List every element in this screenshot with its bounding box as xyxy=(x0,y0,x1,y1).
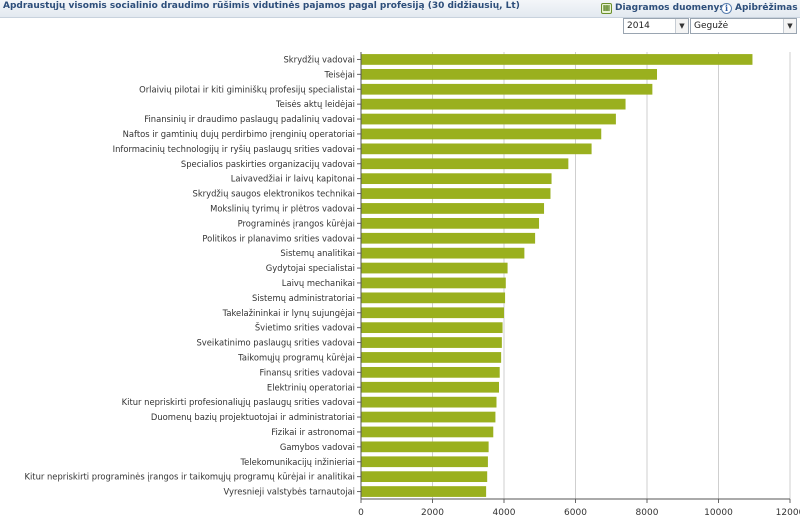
bar xyxy=(361,396,497,408)
chevron-down-icon[interactable]: ▼ xyxy=(783,19,796,33)
page-title: Apdraustųjų visomis socialinio draudimo … xyxy=(3,1,520,11)
category-label: Finansų srities vadovai xyxy=(260,367,355,377)
category-label: Kitur nepriskirti programinės įrangos ir… xyxy=(24,472,355,482)
category-label: Sistemų analitikai xyxy=(280,248,355,258)
category-label: Informacinių technologijų ir ryšių pasla… xyxy=(113,144,355,154)
bar xyxy=(361,128,602,140)
category-label: Laivavedžiai ir laivų kapitonai xyxy=(231,174,355,184)
bar xyxy=(361,113,616,125)
month-select-value: Gegužė xyxy=(694,21,729,31)
bar xyxy=(361,486,487,497)
category-label: Duomenų bazių projektuotojai ir administ… xyxy=(151,412,355,422)
chevron-down-icon[interactable]: ▼ xyxy=(675,19,688,33)
bar xyxy=(361,217,540,229)
x-tick-label: 0 xyxy=(358,508,364,518)
category-label: Vyresnieji valstybės tarnautojai xyxy=(223,487,355,497)
category-label: Teisėjai xyxy=(324,69,355,79)
bar xyxy=(361,68,658,80)
bar xyxy=(361,262,508,274)
bar xyxy=(361,471,488,483)
bar xyxy=(361,322,503,334)
category-label: Teisės aktų leidėjai xyxy=(275,99,355,109)
bar xyxy=(361,83,653,95)
x-tick-label: 10000 xyxy=(704,508,733,518)
category-label: Sveikatinimo paslaugų srities vadovai xyxy=(196,338,355,348)
category-label: Gydytojai specialistai xyxy=(266,263,355,273)
chart-data-link-label: Diagramos duomenys xyxy=(615,3,725,13)
definition-link[interactable]: i Apibrėžimas xyxy=(721,1,798,15)
bar xyxy=(361,54,753,65)
category-label: Mokslinių tyrimų ir plėtros vadovai xyxy=(210,203,355,213)
table-icon: ▦ xyxy=(601,2,612,14)
bar xyxy=(361,203,545,214)
category-label: Taikomųjų programų kūrėjai xyxy=(237,352,355,362)
category-label: Politikos ir planavimo srities vadovai xyxy=(202,233,355,243)
x-tick-label: 4000 xyxy=(493,508,516,518)
bar-chart: 0 2000 4000 6000 8000 10000 12000 Skrydžių vado… xyxy=(24,52,800,518)
bar xyxy=(361,411,496,423)
category-label: Skrydžių saugos elektronikos technikai xyxy=(193,189,355,199)
category-label: Fizikai ir astronomai xyxy=(271,427,355,437)
x-tick-label: 12000 xyxy=(776,508,800,518)
x-tick-label: 6000 xyxy=(564,508,587,518)
header-bar: Apdraustųjų visomis socialinio draudimo … xyxy=(0,0,800,18)
bar xyxy=(361,441,489,453)
category-label: Takelažininkai ir lynų sujungėjai xyxy=(222,308,355,318)
category-label: Švietimo srities vadovai xyxy=(255,322,355,333)
month-select[interactable]: Gegužė ▼ xyxy=(690,18,797,34)
category-label: Orlaivių pilotai ir kiti giminiškų profe… xyxy=(139,84,355,94)
info-icon: i xyxy=(721,2,732,14)
category-label: Programinės įrangos kūrėjai xyxy=(238,218,355,228)
category-label: Specialios paskirties organizacijų vadov… xyxy=(181,159,355,169)
bar xyxy=(361,158,569,170)
bar xyxy=(361,98,626,110)
bar xyxy=(361,307,504,319)
filter-bar: 2014 ▼ Gegužė ▼ xyxy=(0,18,800,37)
bar xyxy=(361,247,525,259)
bar xyxy=(361,381,499,393)
category-label: Skrydžių vadovai xyxy=(283,54,355,64)
bar xyxy=(361,337,502,348)
year-select[interactable]: 2014 ▼ xyxy=(623,18,689,34)
year-select-value: 2014 xyxy=(627,21,650,31)
x-tick-label: 2000 xyxy=(421,508,444,518)
category-label: Naftos ir gamtinių dujų perdirbimo įreng… xyxy=(123,129,355,139)
bar xyxy=(361,426,494,438)
category-label: Laivų mechanikai xyxy=(282,278,355,288)
bar xyxy=(361,277,506,289)
bar xyxy=(361,173,552,185)
bar xyxy=(361,352,502,363)
category-label: Sistemų administratoriai xyxy=(252,293,355,303)
category-label: Gamybos vadovai xyxy=(280,442,355,452)
bar xyxy=(361,232,536,244)
bar xyxy=(361,456,488,468)
definition-link-label: Apibrėžimas xyxy=(735,3,798,13)
category-label: Kitur nepriskirti profesionaliųjų paslau… xyxy=(122,397,355,407)
chart-data-link[interactable]: ▦ Diagramos duomenys xyxy=(601,1,725,15)
bar xyxy=(361,366,500,378)
category-label: Finansinių ir draudimo paslaugų padalini… xyxy=(144,114,355,124)
category-label: Telekomunikacijų inžinieriai xyxy=(239,457,355,467)
x-tick-label: 8000 xyxy=(636,508,659,518)
category-label: Elektrinių operatoriai xyxy=(267,382,355,392)
bar xyxy=(361,292,506,304)
bar xyxy=(361,143,592,155)
bar xyxy=(361,188,551,199)
